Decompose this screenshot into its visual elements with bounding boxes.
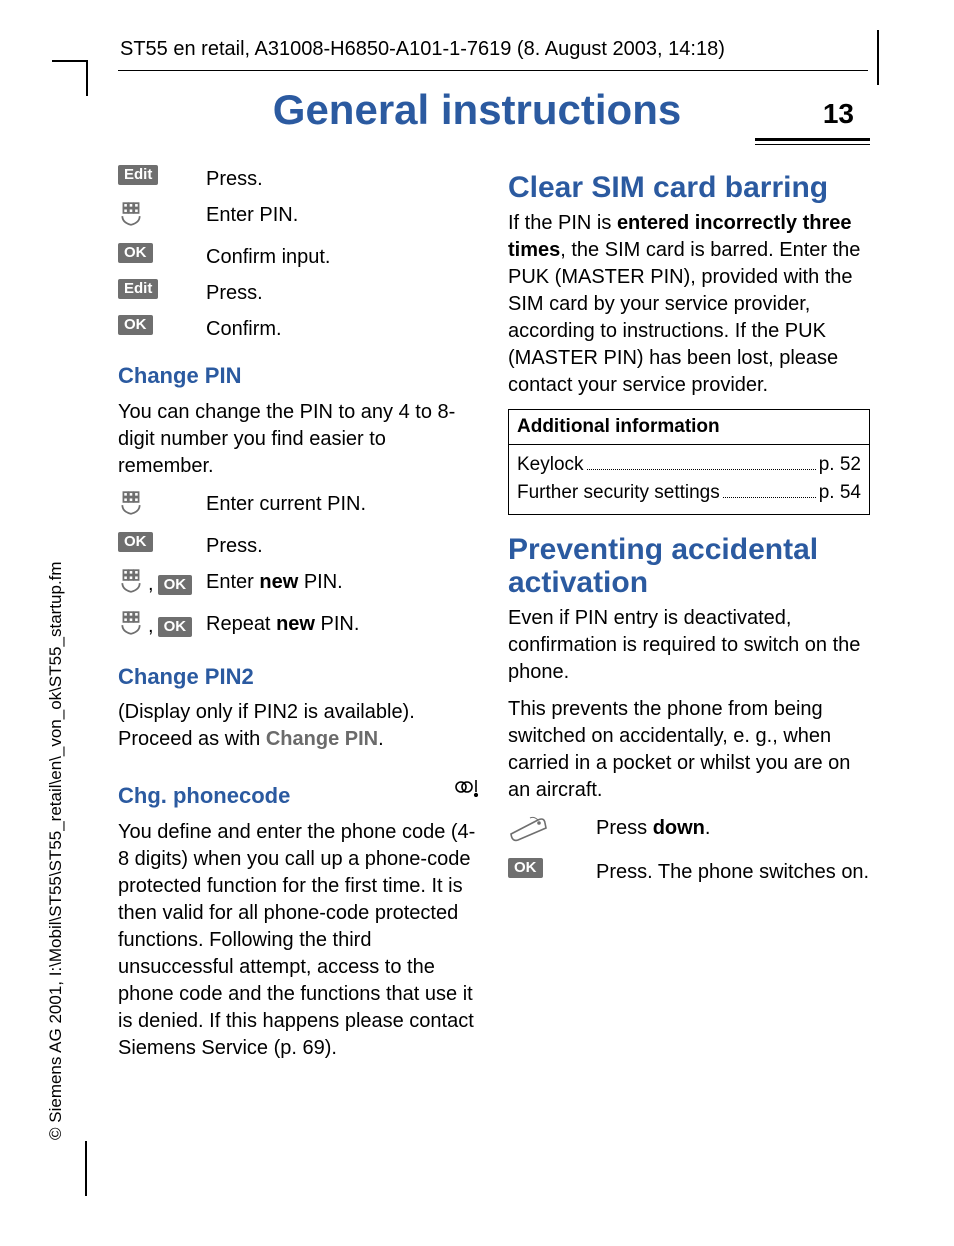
crop-mark-top: [52, 60, 88, 62]
step-row-combo: , OK Enter new PIN.: [118, 568, 480, 602]
left-column: Edit Press. Enter PIN. OK Confirm input.…: [118, 165, 480, 1072]
step-row: OK Confirm.: [118, 315, 480, 343]
step-text: Press.: [206, 532, 480, 560]
step-text: Confirm input.: [206, 243, 480, 271]
heading-clear-sim: Clear SIM card barring: [508, 171, 870, 204]
page-title: General instructions: [0, 86, 954, 134]
info-box-header: Additional information: [509, 410, 869, 445]
ok-key: OK: [118, 315, 153, 335]
keypad-icon: [118, 490, 144, 524]
step-text: Press down.: [596, 814, 870, 842]
keypad-icon: [118, 201, 144, 235]
ok-key: OK: [508, 858, 543, 878]
crop-mark-left: [85, 1141, 87, 1196]
step-row-combo: , OK Repeat new PIN.: [118, 610, 480, 644]
title-underline-thin: [755, 144, 870, 145]
step-text: Enter new PIN.: [206, 568, 480, 596]
step-row: OK Confirm input.: [118, 243, 480, 271]
step-row: OK Press. The phone switches on.: [508, 858, 870, 886]
end-key-icon: [508, 814, 548, 850]
step-row: Press down.: [508, 814, 870, 850]
keypad-icon: [118, 568, 144, 602]
step-row: Edit Press.: [118, 279, 480, 307]
ok-key: OK: [158, 575, 193, 595]
edit-key: Edit: [118, 279, 158, 299]
right-column: Clear SIM card barring If the PIN is ent…: [508, 165, 870, 1072]
paragraph: You can change the PIN to any 4 to 8-dig…: [118, 399, 480, 480]
heading-prevent: Preventing accidental activation: [508, 533, 870, 599]
paragraph: Even if PIN entry is deactivated, confir…: [508, 605, 870, 686]
heading-change-pin2: Change PIN2: [118, 662, 480, 692]
edit-key: Edit: [118, 165, 158, 185]
paragraph: This prevents the phone from being switc…: [508, 696, 870, 804]
heading-change-pin: Change PIN: [118, 361, 480, 391]
step-text: Enter current PIN.: [206, 490, 480, 518]
ok-key: OK: [118, 243, 153, 263]
leader-dots: [723, 497, 816, 498]
step-text: Repeat new PIN.: [206, 610, 480, 638]
info-label: Keylock: [517, 451, 584, 480]
paragraph: (Display only if PIN2 is available). Pro…: [118, 699, 480, 753]
info-line: Further security settings p. 54: [517, 479, 861, 508]
step-row: OK Press.: [118, 532, 480, 560]
info-label: Further security settings: [517, 479, 720, 508]
info-box: Additional information Keylock p. 52 Fur…: [508, 409, 870, 515]
info-page: p. 52: [819, 451, 861, 480]
step-row: Edit Press.: [118, 165, 480, 193]
title-underline-thick: [755, 138, 870, 141]
crop-mark-right: [877, 30, 879, 85]
step-row: Enter current PIN.: [118, 490, 480, 524]
ok-key: OK: [158, 617, 193, 637]
paragraph: You define and enter the phone code (4-8…: [118, 819, 480, 1062]
comma: ,: [148, 571, 154, 598]
info-line: Keylock p. 52: [517, 451, 861, 480]
paragraph: If the PIN is entered incorrectly three …: [508, 210, 870, 399]
ref-change-pin: Change PIN: [266, 728, 378, 750]
step-text: Enter PIN.: [206, 201, 480, 229]
step-text: Press.: [206, 165, 480, 193]
step-text: Confirm.: [206, 315, 480, 343]
keypad-icon: [118, 610, 144, 644]
content-columns: Edit Press. Enter PIN. OK Confirm input.…: [118, 165, 870, 1072]
leader-dots: [587, 469, 816, 470]
vertical-copyright: © Siemens AG 2001, I:\Mobil\ST55\ST55_re…: [46, 561, 66, 1140]
comma: ,: [148, 613, 154, 640]
step-row: Enter PIN.: [118, 201, 480, 235]
ok-key: OK: [118, 532, 153, 552]
provider-icon: [454, 777, 480, 805]
heading-phonecode: Chg. phonecode: [118, 781, 290, 811]
info-page: p. 54: [819, 479, 861, 508]
page-number: 13: [823, 98, 854, 130]
header-path: ST55 en retail, A31008-H6850-A101-1-7619…: [120, 38, 725, 61]
step-text: Press. The phone switches on.: [596, 858, 870, 886]
header-rule: [118, 70, 868, 71]
step-text: Press.: [206, 279, 480, 307]
